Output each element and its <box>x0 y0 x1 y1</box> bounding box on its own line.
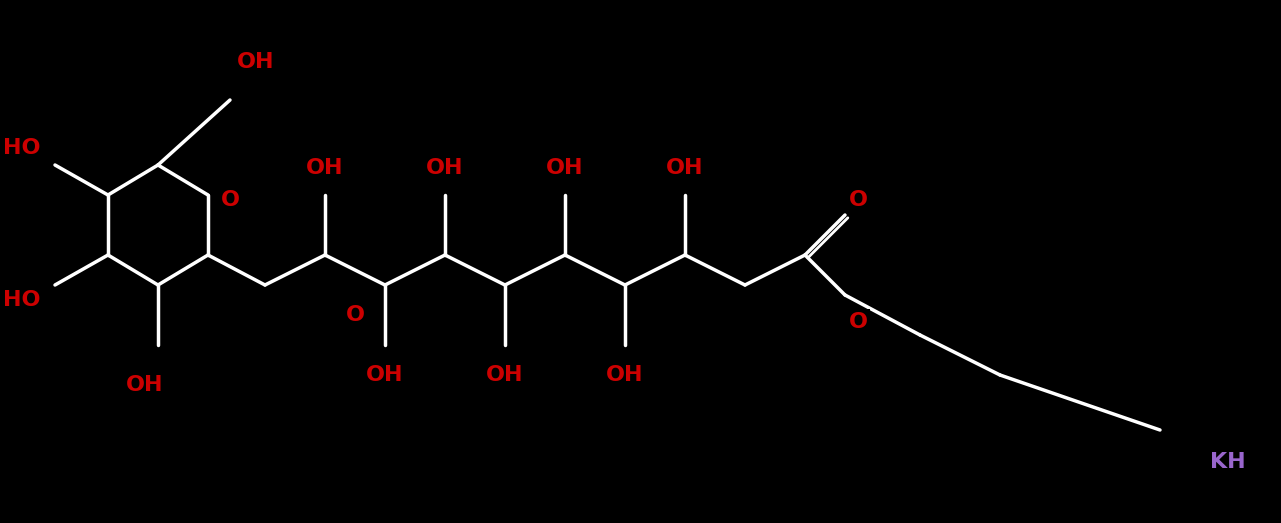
Text: HO: HO <box>4 290 41 310</box>
Text: OH: OH <box>366 365 404 385</box>
Text: OH: OH <box>666 158 703 178</box>
Text: OH: OH <box>606 365 644 385</box>
Text: OH: OH <box>127 375 164 395</box>
Text: OH: OH <box>306 158 343 178</box>
Text: OH: OH <box>487 365 524 385</box>
Text: O: O <box>848 190 867 210</box>
Text: OH: OH <box>546 158 584 178</box>
Text: O: O <box>848 312 867 332</box>
Text: O: O <box>220 190 240 210</box>
Text: KH: KH <box>1211 452 1246 472</box>
Text: OH: OH <box>237 52 274 72</box>
Text: OH: OH <box>427 158 464 178</box>
Text: O: O <box>346 305 365 325</box>
Text: HO: HO <box>4 138 41 158</box>
